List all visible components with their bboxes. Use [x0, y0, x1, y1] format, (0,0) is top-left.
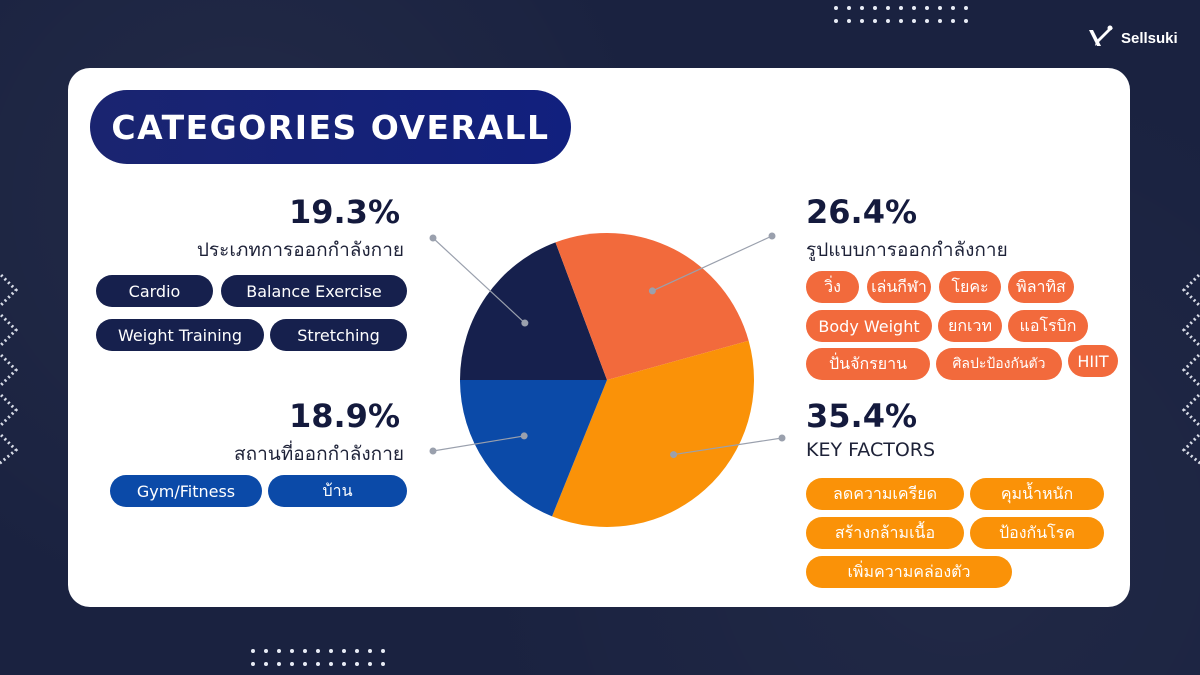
type-percent: 19.3%: [288, 193, 400, 231]
place-label: สถานที่ออกกำลังกาย: [233, 443, 404, 465]
tag-running: วิ่ง: [806, 271, 859, 303]
leader-dot: [520, 432, 528, 440]
tag-pilates: พิลาทิส: [1008, 271, 1074, 303]
tag-gym-fitness: Gym/Fitness: [110, 475, 262, 507]
tag-weight-control: คุมน้ำหนัก: [970, 478, 1104, 510]
style-percent: 26.4%: [806, 193, 918, 231]
tag-body-weight: Body Weight: [806, 310, 932, 342]
leader-dot: [778, 434, 786, 442]
tag-home: บ้าน: [268, 475, 407, 507]
chevron-pattern-left: [0, 271, 19, 466]
pie-slice-type: [460, 242, 607, 380]
tag-stretching: Stretching: [270, 319, 407, 351]
leader-line: [673, 437, 783, 456]
tag-yoga: โยคะ: [939, 271, 1001, 303]
tag-sports: เล่นกีฬา: [867, 271, 931, 303]
page-title: CATEGORIES OVERALL: [111, 107, 550, 147]
pie-slice-place: [460, 380, 607, 517]
tag-reduce-stress: ลดความเครียด: [806, 478, 964, 510]
type-label: ประเภทการออกกำลังกาย: [196, 239, 404, 261]
factors-label: KEY FACTORS: [806, 439, 936, 461]
leader-dot: [768, 232, 776, 240]
leader-dot: [429, 447, 437, 455]
tag-weightlifting: ยกเวท: [938, 310, 1002, 342]
factors-percent: 35.4%: [806, 397, 918, 435]
tag-disease-prevention: ป้องกันโรค: [970, 517, 1104, 549]
logo-text: Sellsuki: [1121, 29, 1178, 47]
title-pill: CATEGORIES OVERALL: [90, 90, 571, 164]
brand-logo: Sellsuki: [1087, 24, 1178, 52]
leader-line: [432, 237, 526, 324]
leader-line: [432, 435, 525, 452]
tag-cycling: ปั่นจักรยาน: [806, 348, 930, 380]
leader-dot: [521, 319, 529, 327]
tag-aerobics: แอโรบิก: [1008, 310, 1088, 342]
pie-slice-style: [555, 233, 749, 380]
tag-martial-arts: ศิลปะป้องกันตัว: [936, 348, 1062, 380]
tag-build-muscle: สร้างกล้ามเนื้อ: [806, 517, 964, 549]
style-label: รูปแบบการออกกำลังกาย: [806, 239, 1008, 261]
leader-dot: [429, 234, 437, 242]
tag-cardio: Cardio: [96, 275, 213, 307]
chevron-pattern-right: [1181, 271, 1200, 466]
leader-line: [652, 235, 773, 292]
leader-dot: [648, 287, 656, 295]
pie-slice-factors: [552, 340, 754, 527]
sellsuki-logo-icon: [1089, 25, 1113, 46]
tag-balance-exercise: Balance Exercise: [221, 275, 407, 307]
tag-weight-training: Weight Training: [96, 319, 264, 351]
tag-agility: เพิ่มความคล่องตัว: [806, 556, 1012, 588]
place-percent: 18.9%: [288, 397, 400, 435]
tag-hiit: HIIT: [1068, 345, 1118, 377]
leader-dot: [670, 451, 678, 459]
dot-pattern-top: [834, 6, 968, 23]
dot-pattern-bottom: [251, 649, 385, 666]
